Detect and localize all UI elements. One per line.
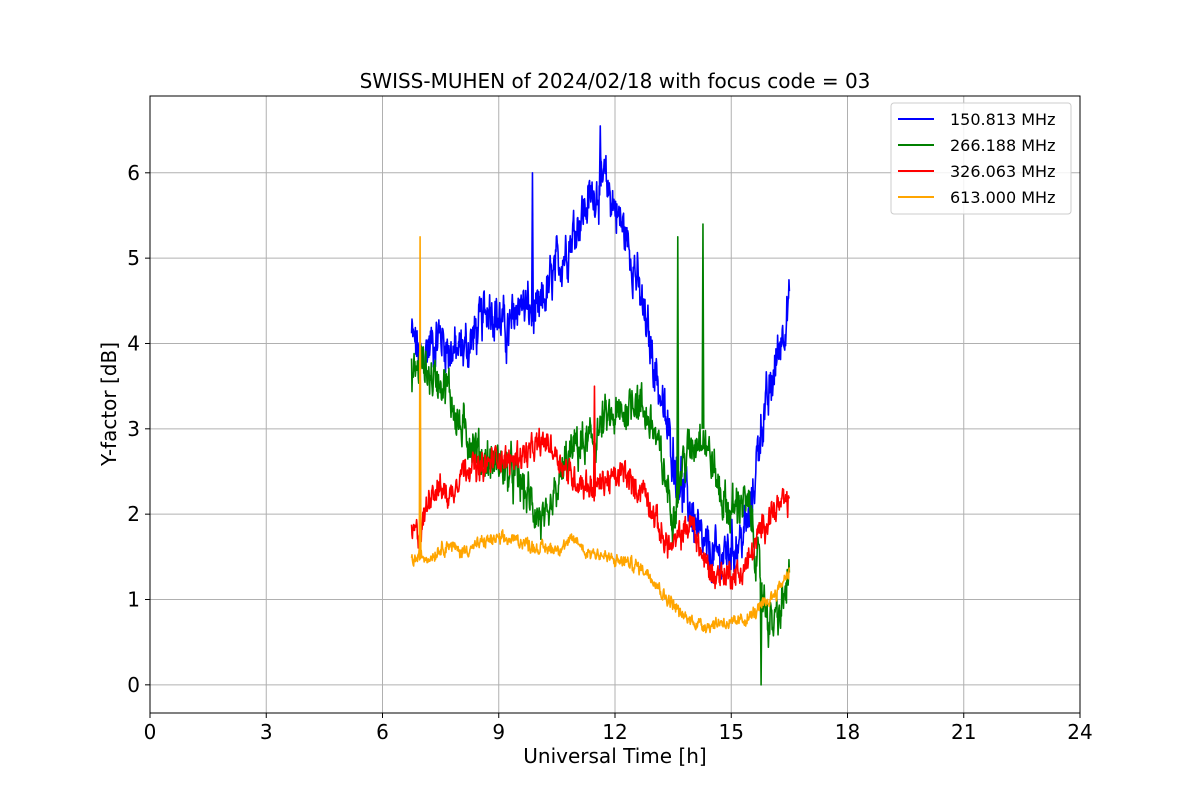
y-tick-label: 5 <box>127 246 140 270</box>
plot-area <box>410 125 791 686</box>
series-layer <box>410 125 791 686</box>
y-tick-label: 6 <box>127 161 140 185</box>
y-tick-label: 0 <box>127 673 140 697</box>
y-tick-label: 1 <box>127 587 140 611</box>
y-axis-label: Y-factor [dB] <box>97 342 121 467</box>
series-line <box>410 125 791 584</box>
x-tick-label: 21 <box>951 720 976 744</box>
chart-title: SWISS-MUHEN of 2024/02/18 with focus cod… <box>360 69 871 93</box>
x-axis-ticks: 0 3 6 9 12 15 18 21 24 <box>144 713 1093 744</box>
y-axis-ticks: 0 1 2 3 4 5 6 <box>127 161 150 697</box>
x-tick-label: 3 <box>260 720 273 744</box>
legend-label: 150.813 MHz <box>950 110 1055 129</box>
series-line <box>410 223 791 686</box>
x-tick-label: 9 <box>492 720 505 744</box>
x-tick-label: 0 <box>144 720 157 744</box>
x-tick-label: 24 <box>1067 720 1092 744</box>
series-line <box>410 236 791 634</box>
y-tick-label: 2 <box>127 502 140 526</box>
x-tick-label: 12 <box>602 720 627 744</box>
legend: 150.813 MHz 266.188 MHz 326.063 MHz 613.000… <box>890 102 1072 215</box>
legend-label: 613.000 MHz <box>950 188 1055 207</box>
series-line <box>410 385 791 590</box>
x-tick-label: 6 <box>376 720 389 744</box>
y-tick-label: 4 <box>127 331 140 355</box>
x-tick-label: 18 <box>835 720 860 744</box>
legend-box <box>890 102 1072 215</box>
legend-label: 266.188 MHz <box>950 136 1055 155</box>
legend-label: 326.063 MHz <box>950 162 1055 181</box>
x-axis-label: Universal Time [h] <box>523 744 706 768</box>
x-tick-label: 15 <box>719 720 744 744</box>
y-tick-label: 3 <box>127 417 140 441</box>
legend-entries: 150.813 MHz 266.188 MHz 326.063 MHz 613.000… <box>898 110 1055 207</box>
